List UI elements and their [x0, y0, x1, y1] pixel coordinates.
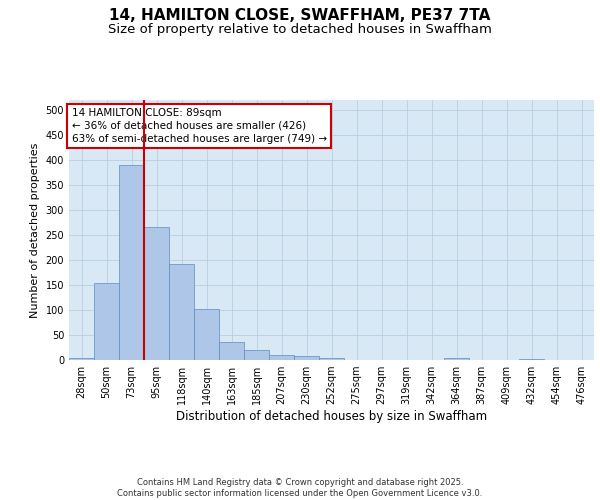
Bar [319, 358, 344, 360]
X-axis label: Distribution of detached houses by size in Swaffham: Distribution of detached houses by size … [176, 410, 487, 423]
Bar [294, 356, 319, 360]
Bar [444, 358, 469, 360]
Text: 14 HAMILTON CLOSE: 89sqm
← 36% of detached houses are smaller (426)
63% of semi-: 14 HAMILTON CLOSE: 89sqm ← 36% of detach… [71, 108, 327, 144]
Text: Size of property relative to detached houses in Swaffham: Size of property relative to detached ho… [108, 22, 492, 36]
Text: Contains HM Land Registry data © Crown copyright and database right 2025.
Contai: Contains HM Land Registry data © Crown c… [118, 478, 482, 498]
Bar [244, 350, 269, 360]
Bar [169, 264, 194, 360]
Bar [69, 358, 94, 360]
Text: 14, HAMILTON CLOSE, SWAFFHAM, PE37 7TA: 14, HAMILTON CLOSE, SWAFFHAM, PE37 7TA [109, 8, 491, 22]
Bar [519, 358, 544, 360]
Bar [119, 165, 144, 360]
Y-axis label: Number of detached properties: Number of detached properties [30, 142, 40, 318]
Bar [269, 355, 294, 360]
Bar [219, 342, 244, 360]
Bar [94, 282, 119, 360]
Bar [194, 309, 219, 360]
Bar [144, 226, 169, 360]
